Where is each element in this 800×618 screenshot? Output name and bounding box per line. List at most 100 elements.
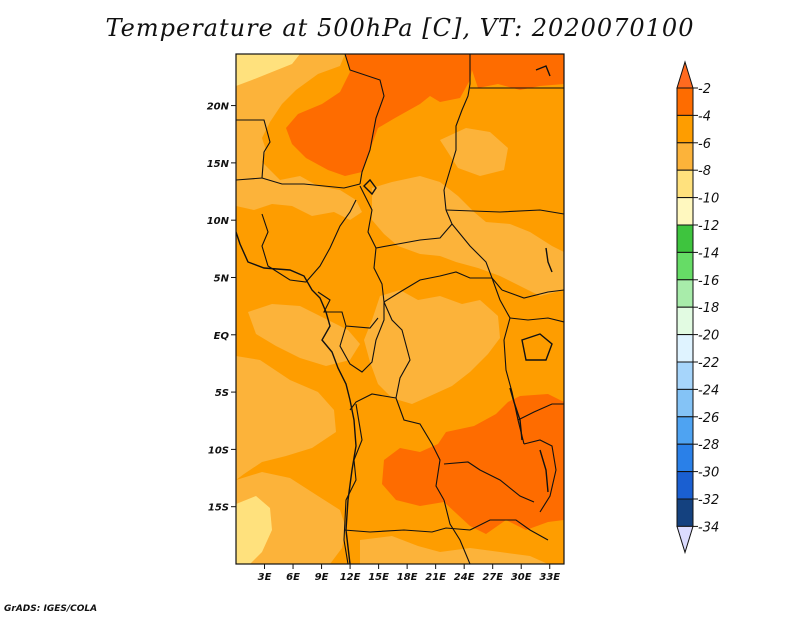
border-niger-mali xyxy=(236,119,271,181)
warm-region-south xyxy=(382,394,564,534)
cool-band-congo xyxy=(364,290,500,404)
colorbar-swatch xyxy=(676,471,694,500)
lake-chad xyxy=(363,178,377,196)
colorbar-swatch xyxy=(676,142,694,171)
border-zambia xyxy=(443,461,535,503)
border-namibia xyxy=(343,527,471,533)
lake-tanganyika xyxy=(509,387,523,441)
lon-tick-label: 6E xyxy=(286,572,300,583)
colorbar-label: -34 xyxy=(698,520,719,535)
lon-tick-label: 18E xyxy=(397,572,418,583)
coastlines-and-lakes xyxy=(236,65,553,564)
lat-tick-label: 5N xyxy=(214,273,230,284)
lat-tick-label: 15N xyxy=(207,159,230,170)
colorbar-swatch xyxy=(676,361,694,390)
lon-tick-label: 30E xyxy=(511,572,532,583)
colorbar-swatch xyxy=(676,443,694,473)
warm-region-southwest-bump xyxy=(508,454,530,480)
cool-band-central-sahel xyxy=(372,176,564,296)
border-zimbabwe xyxy=(469,519,549,541)
cool-band-north-inner xyxy=(440,128,508,176)
temperature-field xyxy=(236,54,564,564)
colorbar-swatch xyxy=(676,388,694,418)
lake-victoria xyxy=(521,333,553,361)
colorbar: -2 -4 -6 -8 -10 -12 -14 -16 -18 -20 -22 -24 -26 -28 -3… xyxy=(676,60,719,555)
lon-tick-label: 33E xyxy=(539,572,560,583)
colorbar-label: -12 xyxy=(698,219,719,234)
lake-turkana xyxy=(545,247,553,273)
colorbar-label: -32 xyxy=(698,493,719,508)
border-drc xyxy=(349,301,411,411)
colorbar-swatch xyxy=(676,306,694,336)
cold-patch-southwest xyxy=(236,496,272,564)
map-title: Temperature at 500hPa [C], VT: 202007010… xyxy=(105,14,695,42)
cool-band-northwest xyxy=(236,54,362,220)
colorbar-swatch xyxy=(676,498,694,527)
border-angola-drc xyxy=(395,397,445,501)
colorbar-label: -28 xyxy=(698,438,719,453)
border-mozambique xyxy=(523,439,557,513)
colorbar-label: -20 xyxy=(698,329,719,344)
lon-tick-label: 15E xyxy=(368,572,389,583)
border-drc-east xyxy=(491,277,525,445)
border-egypt-sudan xyxy=(443,54,471,211)
warm-region-north xyxy=(286,54,475,176)
colorbar-swatch xyxy=(676,197,694,226)
colorbar-bottom-arrow xyxy=(676,525,694,555)
colorbar-label: -2 xyxy=(698,82,711,97)
colorbar-swatch xyxy=(676,169,694,199)
border-nigeria xyxy=(261,199,357,283)
lat-tick-label: 20N xyxy=(207,102,230,113)
warm-region-northeast xyxy=(472,54,564,90)
lake-malawi xyxy=(539,449,549,493)
cool-band-southwest-coast xyxy=(236,356,336,480)
map-frame xyxy=(235,53,565,565)
colorbar-label: -6 xyxy=(698,137,711,152)
colorbar-label: -14 xyxy=(698,246,719,261)
border-angola xyxy=(343,403,363,564)
lon-tick-label: 9E xyxy=(315,572,329,583)
lon-tick-label: 12E xyxy=(340,572,361,583)
colorbar-top-arrow xyxy=(676,60,694,89)
west-africa-coast xyxy=(236,231,357,564)
border-cameroon-gabon xyxy=(317,291,379,329)
lat-tick-label: 5S xyxy=(215,388,229,399)
border-tanzania xyxy=(517,403,564,421)
cool-band-southeast xyxy=(360,536,548,564)
longitude-axis: 3E 6E 9E 12E 15E 18E 21E 24E 27E 30E 33E xyxy=(258,564,560,583)
border-car-sudan xyxy=(451,223,503,291)
grads-credit: GrADS: IGES/COLA xyxy=(4,604,98,614)
colorbar-label: -30 xyxy=(698,466,719,481)
red-sea-coast xyxy=(535,65,551,77)
colorbar-swatch xyxy=(676,224,694,253)
border-car-south xyxy=(373,247,492,303)
border-niger-chad xyxy=(261,177,361,189)
colorbar-label: -10 xyxy=(698,192,719,207)
border-libya-north xyxy=(344,54,385,185)
colorbar-swatch xyxy=(676,334,694,363)
colorbar-label: -24 xyxy=(698,383,719,398)
lat-tick-label: 10S xyxy=(208,445,229,456)
latitude-axis: 20N 15N 10N 5N EQ 5S 10S 15S xyxy=(207,102,236,514)
colorbar-label: -8 xyxy=(698,164,711,179)
lat-tick-label: 10N xyxy=(207,216,230,227)
lon-tick-label: 27E xyxy=(482,572,503,583)
colorbar-label: -4 xyxy=(698,109,711,124)
colorbar-label: -18 xyxy=(698,301,719,316)
country-borders xyxy=(236,54,564,564)
colorbar-swatch xyxy=(676,114,694,144)
colorbar-swatch xyxy=(676,279,694,308)
lon-tick-label: 24E xyxy=(454,572,475,583)
border-congo xyxy=(339,302,385,373)
border-uganda-kenya xyxy=(509,317,564,323)
colorbar-label: -26 xyxy=(698,411,719,426)
lat-tick-label: 15S xyxy=(208,503,229,514)
lat-tick-label: EQ xyxy=(214,331,230,342)
border-botswana xyxy=(443,499,471,564)
colorbar-swatch xyxy=(676,251,694,281)
cool-band-gulf xyxy=(248,304,360,366)
lon-tick-label: 21E xyxy=(425,572,446,583)
colorbar-label: -22 xyxy=(698,356,719,371)
colorbar-swatch xyxy=(676,416,694,445)
